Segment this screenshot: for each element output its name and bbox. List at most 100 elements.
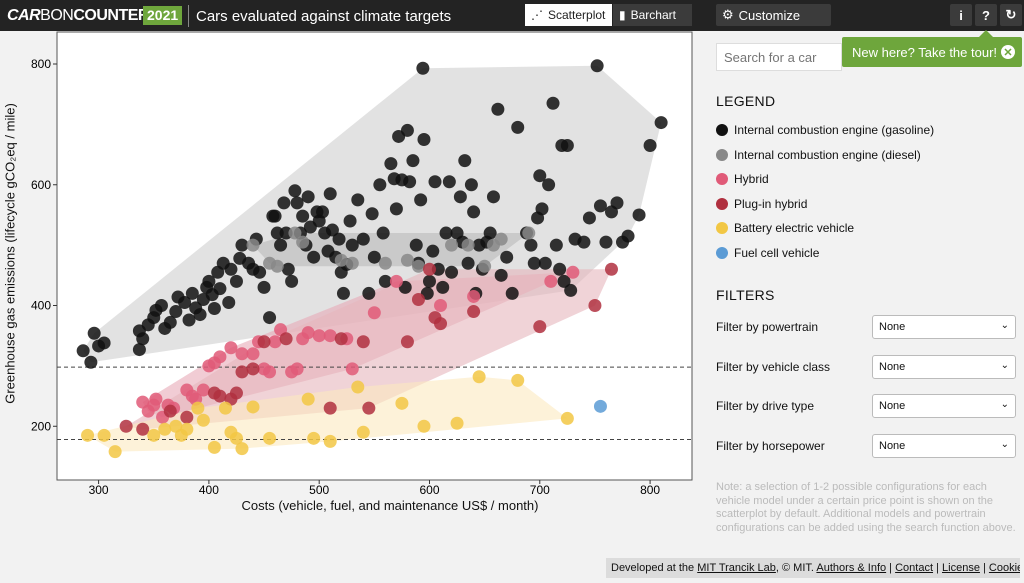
- legend-swatch: [716, 197, 728, 210]
- filter-select[interactable]: None ⌄: [872, 354, 1016, 379]
- data-point: [356, 425, 370, 439]
- filter-select[interactable]: None ⌄: [872, 433, 1016, 458]
- data-point: [76, 344, 90, 358]
- y-axis-label: Greenhouse gas emissions (lifecycle gCO₂…: [2, 103, 18, 404]
- legend-item: Internal combustion engine (diesel): [716, 148, 921, 162]
- filter-value: None: [879, 400, 906, 412]
- note-text: Note: a selection of 1-2 possible config…: [716, 481, 1016, 534]
- info-icon[interactable]: i: [950, 4, 972, 26]
- data-point: [336, 286, 350, 300]
- data-point: [450, 416, 464, 430]
- data-point: [467, 205, 481, 219]
- filter-select[interactable]: None ⌄: [872, 394, 1016, 418]
- data-point: [246, 362, 260, 376]
- data-point: [193, 308, 207, 322]
- data-point: [582, 211, 596, 225]
- data-point: [279, 332, 293, 346]
- search-input[interactable]: [716, 43, 842, 71]
- x-tick-label: 600: [419, 483, 439, 497]
- data-point: [263, 365, 277, 379]
- legend-swatch: [716, 124, 728, 136]
- data-point: [610, 196, 624, 210]
- data-point: [224, 341, 238, 355]
- close-icon[interactable]: ✕: [1001, 45, 1015, 59]
- refresh-icon[interactable]: ↻: [1000, 4, 1022, 26]
- data-point: [491, 102, 505, 116]
- data-point: [263, 431, 277, 445]
- data-point: [356, 335, 370, 349]
- data-point: [494, 232, 508, 246]
- data-point: [505, 286, 519, 300]
- data-point: [389, 274, 403, 288]
- legend-item: Plug-in hybrid: [716, 197, 807, 211]
- logo-part: CAR: [7, 7, 41, 24]
- data-point: [182, 313, 196, 327]
- data-point: [213, 282, 227, 296]
- legend-item: Battery electric vehicle: [716, 221, 854, 235]
- contact-link[interactable]: Contact: [895, 562, 934, 574]
- data-point: [119, 419, 133, 433]
- legend-label: Hybrid: [734, 172, 769, 187]
- data-point: [453, 190, 467, 204]
- data-point: [207, 302, 221, 316]
- data-point: [180, 422, 194, 436]
- data-point: [87, 326, 101, 340]
- data-point: [351, 380, 365, 394]
- data-point: [222, 295, 236, 309]
- data-point: [108, 445, 122, 459]
- data-point: [288, 184, 302, 198]
- filter-select[interactable]: None ⌄: [872, 315, 1016, 339]
- data-point: [409, 238, 423, 252]
- logo-part: BON: [40, 7, 74, 24]
- help-icon[interactable]: ?: [975, 4, 997, 26]
- cookies-link[interactable]: Cookies: [988, 562, 1020, 574]
- data-point: [467, 305, 481, 319]
- data-point: [178, 295, 192, 309]
- data-point: [281, 262, 295, 276]
- data-point: [253, 265, 267, 279]
- data-point: [235, 238, 249, 252]
- hull-area: [126, 269, 612, 430]
- data-point: [301, 190, 315, 204]
- legend-swatch: [716, 222, 728, 235]
- lab-link[interactable]: MIT Trancik Lab: [697, 562, 776, 574]
- customize-button[interactable]: ⚙ Customize: [716, 4, 831, 26]
- data-point: [553, 262, 567, 276]
- tour-prompt[interactable]: New here? Take the tour! ✕: [842, 30, 1022, 67]
- x-tick-label: 700: [530, 483, 550, 497]
- barchart-tab[interactable]: ▮ Barchart: [613, 4, 692, 26]
- data-point: [325, 223, 339, 237]
- data-point: [362, 401, 376, 415]
- data-point: [593, 399, 607, 413]
- scatterplot-tab[interactable]: ⋰ Scatterplot: [525, 4, 612, 26]
- data-point: [365, 207, 379, 221]
- data-point: [621, 229, 635, 243]
- data-point: [345, 362, 359, 376]
- logo[interactable]: CARBONCOUNTER: [7, 7, 149, 25]
- authors-link[interactable]: Authors & Info: [816, 562, 887, 574]
- filter-label: Filter by powertrain: [716, 320, 819, 334]
- data-point: [458, 154, 472, 168]
- y-tick-label: 200: [31, 419, 51, 433]
- data-point: [522, 226, 536, 240]
- scatter-icon: ⋰: [531, 8, 543, 22]
- data-point: [257, 335, 271, 349]
- data-point: [560, 139, 574, 153]
- data-point: [296, 209, 310, 223]
- y-tick-label: 400: [31, 299, 51, 313]
- data-point: [163, 315, 177, 329]
- data-point: [191, 401, 205, 415]
- data-point: [343, 214, 357, 228]
- legend-label: Internal combustion engine (diesel): [734, 147, 921, 162]
- data-point: [464, 178, 478, 192]
- data-point: [323, 187, 337, 201]
- data-point: [414, 193, 428, 207]
- top-bar: CARBONCOUNTER 2021 Cars evaluated agains…: [0, 0, 1024, 31]
- filter-value: None: [879, 439, 906, 452]
- data-point: [235, 365, 249, 379]
- data-point: [268, 335, 282, 349]
- tab-label: Scatterplot: [548, 8, 606, 22]
- license-link[interactable]: License: [942, 562, 980, 574]
- data-point: [461, 256, 475, 270]
- data-point: [524, 238, 538, 252]
